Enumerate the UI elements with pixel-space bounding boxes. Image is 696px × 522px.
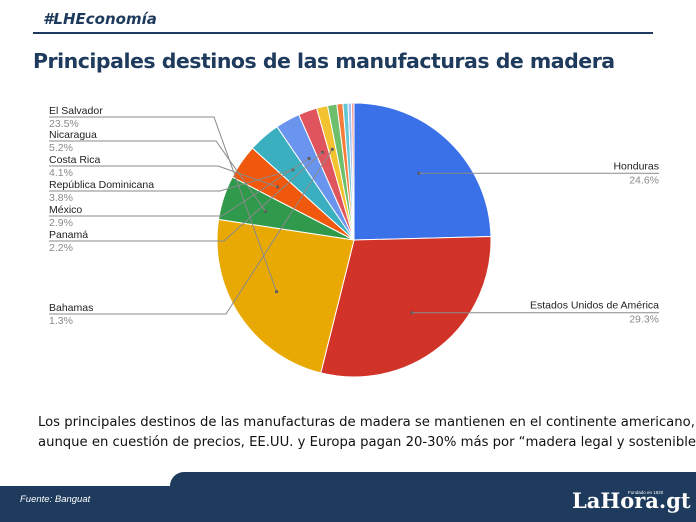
- slice-label-bahamas: Bahamas: [49, 302, 93, 314]
- slice-value-bahamas: 1.3%: [49, 315, 73, 327]
- pie-slice-honduras: [353, 102, 492, 241]
- source-note: Fuente: Banguat: [20, 494, 91, 505]
- leader-line-mexico: [49, 158, 310, 217]
- slice-value-honduras: 24.6%: [629, 174, 659, 186]
- pie-chart: Honduras 24.6% Estados Unidos de América 29…: [49, 102, 659, 378]
- slice-value-nicaragua: 5.2%: [49, 142, 73, 154]
- slice-value-panama: 2.2%: [49, 242, 73, 254]
- lahora-logo: LaHora.gt: [572, 488, 691, 513]
- hashtag: #LHEconomía: [43, 10, 157, 28]
- leader-line-el-salvador: [49, 116, 277, 292]
- slice-value-el-salvador: 23.5%: [49, 118, 79, 130]
- pie-slice-other-13: [350, 102, 355, 241]
- leader-line-bahamas: [49, 149, 333, 315]
- leader-line-republica-dominicana: [49, 169, 293, 192]
- header-rule: [33, 32, 653, 34]
- logo-tagline: Fundado en 1920: [628, 490, 664, 495]
- slice-label-estados-unidos-de-america: Estados Unidos de América: [530, 300, 659, 312]
- slice-label-mexico: México: [49, 204, 82, 216]
- pie-slice-el-salvador: [216, 218, 355, 374]
- footer-notch: [170, 472, 696, 488]
- slice-label-el-salvador: El Salvador: [49, 105, 103, 117]
- slice-value-estados-unidos-de-america: 29.3%: [629, 314, 659, 326]
- leader-line-nicaragua: [49, 140, 266, 212]
- leader-line-panama: [49, 151, 323, 242]
- slice-label-nicaragua: Nicaragua: [49, 129, 97, 141]
- slice-value-republica-dominicana: 3.8%: [49, 192, 73, 204]
- slice-label-costa-rica: Costa Rica: [49, 154, 101, 166]
- leader-lines: [49, 116, 659, 315]
- pie-slices: [216, 102, 492, 378]
- footer-bar: [0, 486, 696, 522]
- slice-labels: Honduras 24.6% Estados Unidos de América 29…: [49, 105, 659, 327]
- caption-line-1: Los principales destinos de las manufact…: [38, 415, 695, 430]
- slice-label-honduras: Honduras: [613, 160, 659, 172]
- slice-label-republica-dominicana: República Dominicana: [49, 179, 154, 191]
- caption: Los principales destinos de las manufact…: [38, 413, 696, 453]
- slice-value-costa-rica: 4.1%: [49, 167, 73, 179]
- slice-value-mexico: 2.9%: [49, 217, 73, 229]
- pie-slice-estados-unidos-de-america: [320, 236, 492, 378]
- caption-line-2: aunque en cuestión de precios, EE.UU. y …: [38, 435, 696, 450]
- slice-label-panama: Panamá: [49, 229, 88, 241]
- chart-title: Principales destinos de las manufacturas…: [33, 49, 615, 73]
